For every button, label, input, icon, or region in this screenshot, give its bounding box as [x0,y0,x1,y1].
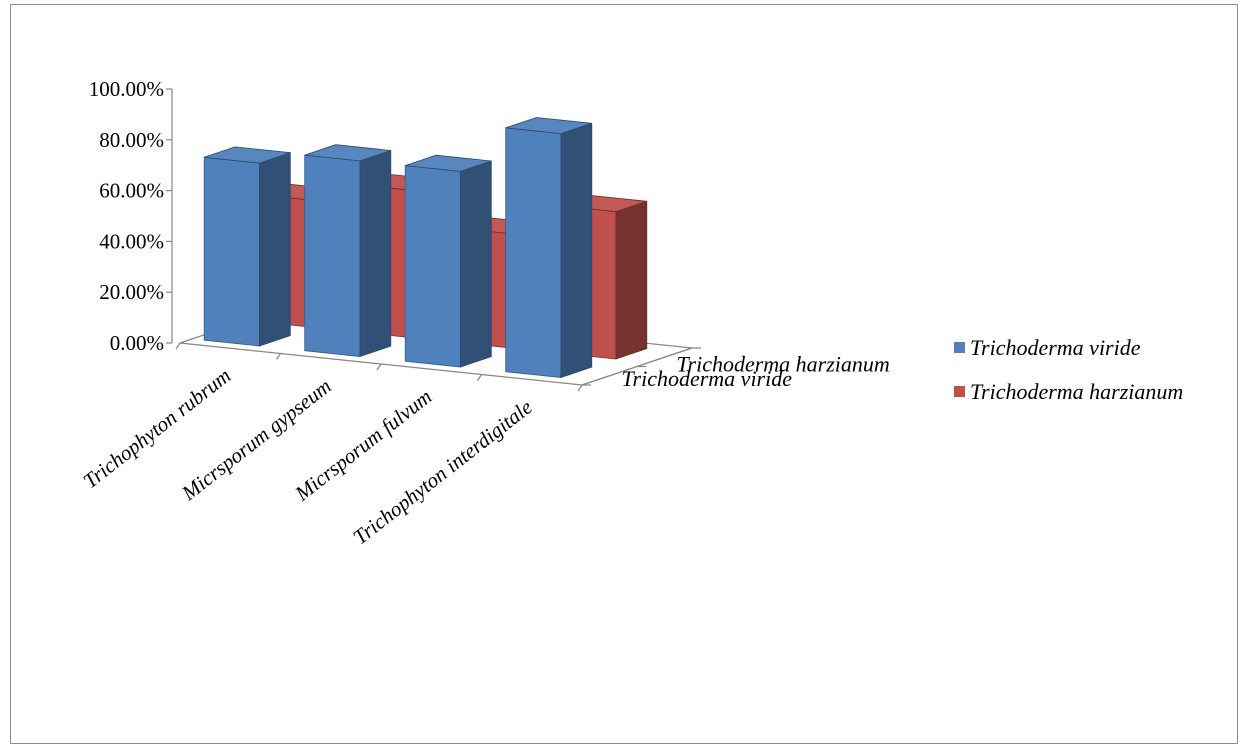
legend-item: Trichoderma harzianum [954,379,1183,404]
bar-0-2 [404,154,492,368]
bar-front [505,127,562,378]
chart-frame [10,4,1238,744]
category-label: Trichophyton interdigitale [348,395,536,550]
bar-0-3 [505,117,593,379]
bar-side [615,200,648,360]
bar-front [203,156,260,347]
y-tick-label: 40.00% [99,229,164,253]
bar-top [304,144,391,162]
legend-label: Trichoderma harzianum [970,379,1183,404]
legend: Trichoderma viride Trichoderma harzianum [954,335,1183,404]
bar-side [560,122,593,379]
y-tick-label: 20.00% [99,280,164,304]
legend-swatch [954,342,965,353]
bar-top [204,146,291,164]
y-tick-label: 60.00% [99,179,164,203]
bar-side [460,160,492,368]
bar-top [405,154,492,172]
legend-swatch [954,386,965,397]
x-tick-mark [577,384,583,392]
x-tick-mark [276,353,281,360]
depth-label: Trichoderma harzianum [677,351,890,376]
x-tick-mark [376,363,382,371]
bar-0-0 [203,146,291,347]
bar-0-1 [304,144,392,358]
bar-top [505,117,592,135]
legend-item: Trichoderma viride [954,335,1141,360]
y-tick-label: 100.00% [89,77,164,101]
x-tick-mark [175,342,181,350]
y-tick-label: 0.00% [110,331,164,355]
legend-label: Trichoderma viride [970,335,1141,360]
bar-front [404,165,461,368]
depth-label: Trichoderma viride [622,366,793,391]
bar-side [259,152,291,347]
x-tick-mark [477,374,482,381]
bar-side [359,149,392,358]
bar-front [304,154,361,357]
y-tick-label: 80.00% [99,128,164,152]
